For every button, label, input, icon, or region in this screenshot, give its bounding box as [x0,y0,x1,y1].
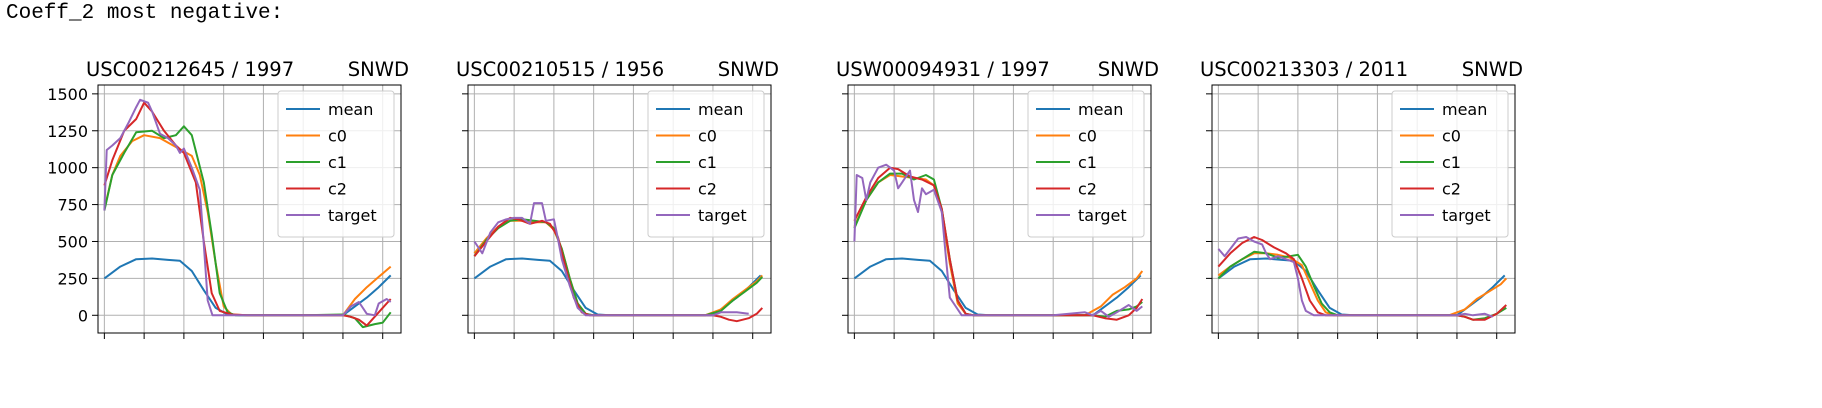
chart-panel-4: USC00213303 / 2011 SNWD mean c0 c1 c2 target [1200,58,1523,339]
legend-label-mean: mean [1078,100,1123,119]
series-line-target [853,163,1143,318]
legend-label-c2: c2 [1442,180,1461,199]
chart-title: USW00094931 / 1997 [836,58,1050,81]
y-tick-label: 1000 [47,159,88,178]
chart-title-right: SNWD [1098,58,1159,81]
legend-label-c0: c0 [698,127,717,146]
legend-label-c0: c0 [1442,127,1461,146]
chart-panel-3: USW00094931 / 1997 SNWD mean c0 c1 c2 target [836,58,1159,339]
legend-label-target: target [1442,206,1491,225]
legend: mean c0 c1 c2 target [1391,90,1509,238]
page-heading: Coeff_2 most negative: [6,2,284,25]
y-tick-label: 500 [57,232,88,251]
legend-label-target: target [698,206,747,225]
legend-box [1027,90,1145,238]
legend-label-c0: c0 [1078,127,1097,146]
legend-box [647,90,765,238]
legend-label-c2: c2 [1078,180,1097,199]
plot-frame [1211,84,1516,334]
legend-label-c2: c2 [698,180,717,199]
legend: mean c0 c1 c2 target [1027,90,1145,238]
series-line-target [473,202,749,317]
chart-title-right: SNWD [718,58,779,81]
legend-label-target: target [328,206,377,225]
plot-frame [847,84,1152,334]
series-line-c0 [1217,252,1508,317]
y-tick-label: 1250 [47,122,88,141]
series-line-c1 [473,218,764,317]
chart-panel-2: USC00210515 / 1956 SNWD mean c0 c1 c2 target [456,58,779,339]
legend-label-c1: c1 [328,153,347,172]
y-tick-label: 0 [78,306,88,325]
chart-title: USC00213303 / 2011 [1200,58,1408,81]
y-tick-label: 250 [57,269,88,288]
chart-title-right: SNWD [348,58,409,81]
legend-label-c1: c1 [698,153,717,172]
chart-title-right: SNWD [1462,58,1523,81]
series-line-mean [853,257,1142,317]
legend-box [277,90,395,238]
chart-title: USC00210515 / 1956 [456,58,664,81]
chart-panel-1: 0 250 500 750 1000 1250 1500 USC00212645 / 1997… [47,58,409,339]
series-line-mean [473,257,762,317]
y-tick-label: 750 [57,196,88,215]
series-line-c2 [103,101,392,327]
legend-label-mean: mean [1442,100,1487,119]
plot-frame [97,84,402,334]
series-line-target [103,98,392,317]
legend-label-c1: c1 [1078,153,1097,172]
series-line-c1 [103,125,392,329]
series-line-mean [1217,257,1506,317]
legend-box [1391,90,1509,238]
plot-frame [467,84,772,334]
series-line-mean [103,257,392,317]
y-tick-label: 1500 [47,85,88,104]
legend: mean c0 c1 c2 target [647,90,765,238]
series-line-c2 [1217,236,1507,321]
legend-label-c2: c2 [328,180,347,199]
legend-label-mean: mean [328,100,373,119]
legend: mean c0 c1 c2 target [277,90,395,238]
chart-title: USC00212645 / 1997 [86,58,294,81]
legend-label-c1: c1 [1442,153,1461,172]
series-line-target [1217,236,1494,318]
legend-label-mean: mean [698,100,743,119]
legend-label-c0: c0 [328,127,347,146]
legend-label-target: target [1078,206,1127,225]
